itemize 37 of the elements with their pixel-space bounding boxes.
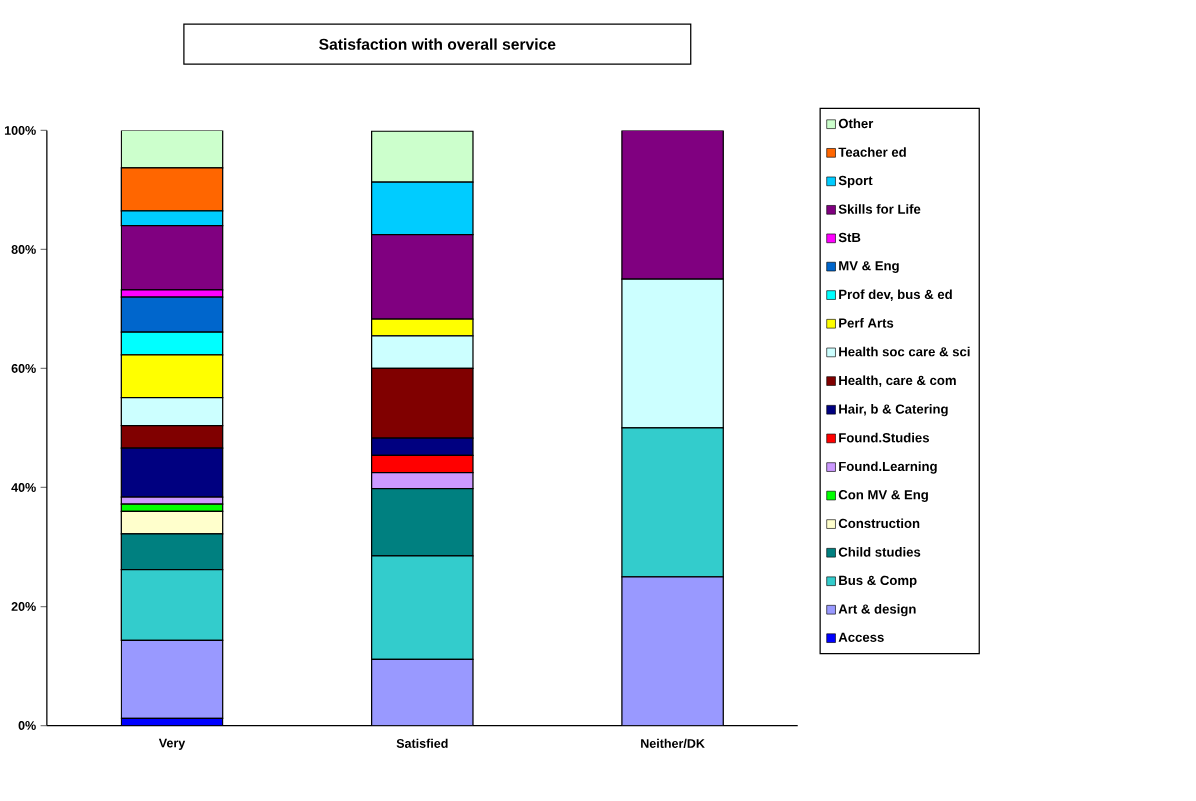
legend-label: Other — [838, 118, 874, 129]
y-tick-label: 80% — [11, 245, 36, 255]
legend-label: Found.Studies — [839, 432, 930, 443]
bar — [621, 576, 724, 726]
x-tick-label: Very — [158, 738, 186, 751]
legend-label: Sport — [838, 176, 873, 188]
legend-label: Hair, b & Catering — [839, 404, 948, 417]
legend-label: Art & design — [838, 604, 916, 617]
bar — [371, 659, 473, 726]
bar — [120, 639, 224, 720]
legend-label: Child studies — [838, 547, 921, 557]
y-tick-label: 60% — [11, 364, 36, 374]
legend-label: Bus & Comp — [839, 575, 917, 588]
y-tick-label: 20% — [11, 602, 36, 612]
chart-title: Satisfaction with overall service — [319, 38, 556, 51]
legend-label: Health, care & com — [839, 375, 956, 388]
legend-label: Teacher ed — [838, 147, 906, 158]
legend-label: StB — [838, 233, 861, 243]
legend-label: Skills for Life — [838, 204, 921, 214]
legend-label: Access — [838, 632, 884, 643]
x-tick-label: Neither/DK — [641, 738, 705, 749]
bar — [370, 130, 474, 184]
legend-label: MV & Eng — [839, 261, 899, 274]
legend-label: Construction — [838, 518, 920, 529]
bar — [370, 234, 474, 320]
bar — [120, 130, 224, 169]
y-tick-label: 0% — [18, 721, 36, 731]
legend-label: Perf Arts — [839, 318, 894, 328]
y-tick-label: 100% — [4, 126, 36, 136]
legend-label: Health soc care & sci — [839, 346, 970, 357]
bar — [120, 225, 224, 291]
bar — [621, 130, 724, 281]
y-tick-label: 40% — [11, 483, 36, 493]
x-tick-label: Satisfied — [396, 738, 448, 749]
legend-label: Con MV & Eng — [838, 490, 928, 503]
legend-label: Found.Learning — [839, 461, 937, 474]
legend-label: Prof dev, bus & ed — [839, 289, 952, 302]
